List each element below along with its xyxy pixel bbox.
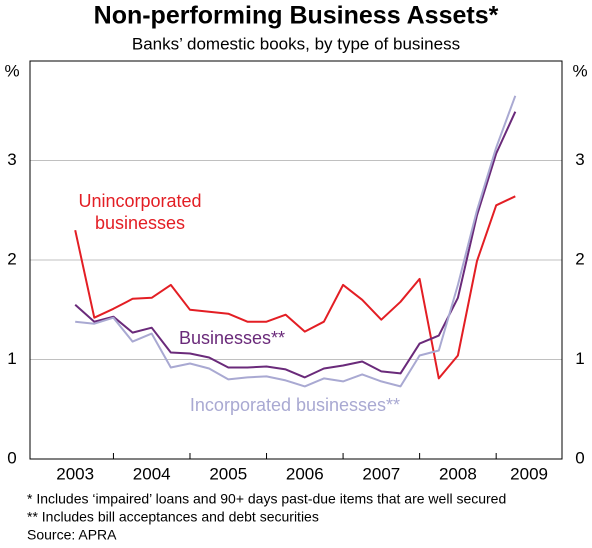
source: Source: APRA <box>27 527 117 543</box>
x-tick-label: 2003 <box>56 464 94 483</box>
x-tick-label: 2007 <box>362 464 400 483</box>
series-label: Businesses** <box>178 328 286 348</box>
series-line <box>74 111 517 379</box>
chart-subtitle: Banks’ domestic books, by type of busine… <box>132 34 460 53</box>
series-line <box>74 195 516 380</box>
series-label: Unincorporated businesses <box>78 191 202 233</box>
y2-tick-label: 2 <box>575 249 584 268</box>
plot-frame <box>29 60 563 460</box>
y-tick-label: 2 <box>7 249 16 268</box>
x-tick-label: 2008 <box>439 464 477 483</box>
note: * Includes ‘impaired’ loans and 90+ days… <box>27 491 506 507</box>
y-axis-label: % <box>4 61 19 80</box>
chart-title: Non-performing Business Assets* <box>94 2 499 30</box>
y-tick-label: 3 <box>7 150 16 169</box>
series-line <box>75 95 517 388</box>
series-label: Incorporated businesses** <box>189 395 401 415</box>
x-tick-label: 2009 <box>510 464 548 483</box>
y2-tick-label: 0 <box>575 448 584 467</box>
y2-tick-label: 3 <box>575 150 584 169</box>
note: ** Includes bill acceptances and debt se… <box>27 509 319 525</box>
x-tick-label: 2004 <box>133 464 171 483</box>
y2-axis-label: % <box>572 61 587 80</box>
y-tick-label: 0 <box>7 448 16 467</box>
y-tick-label: 1 <box>7 349 16 368</box>
x-tick-label: 2005 <box>209 464 247 483</box>
x-tick-label: 2006 <box>286 464 324 483</box>
y2-tick-label: 1 <box>575 349 584 368</box>
